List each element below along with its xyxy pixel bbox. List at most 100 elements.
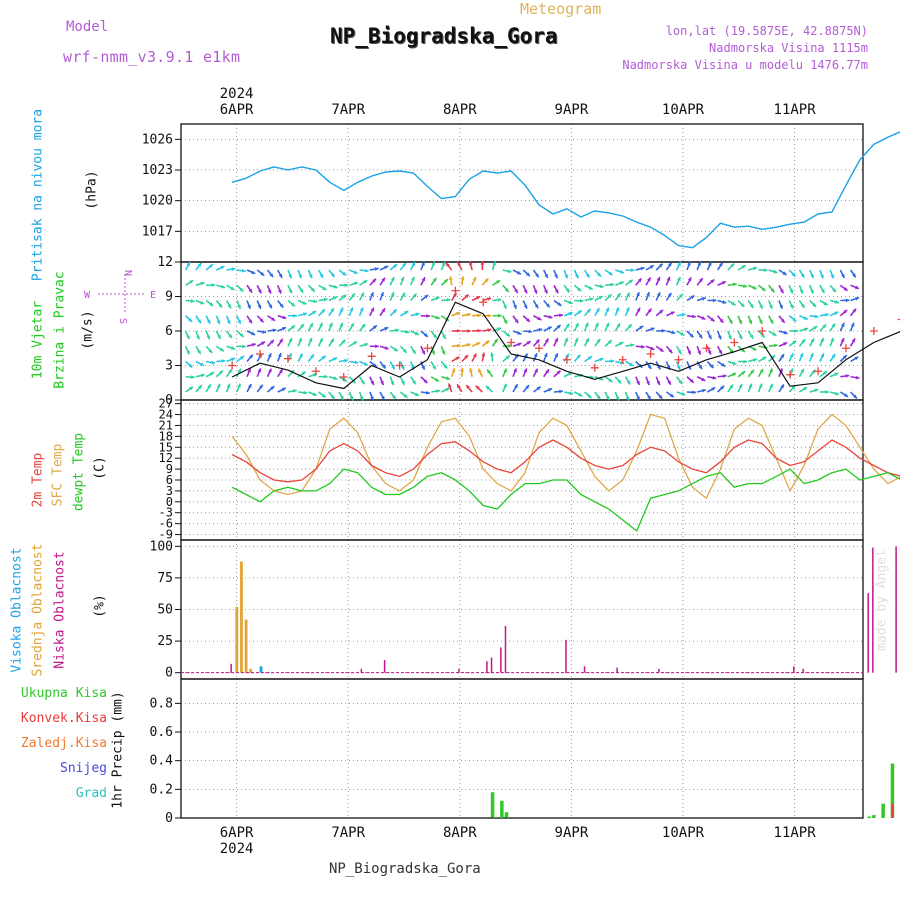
wind-arrow-head	[758, 383, 763, 388]
precip-bar-total	[881, 803, 885, 818]
wind-arrow-head	[656, 277, 661, 281]
wind-arrow-head	[472, 277, 477, 282]
dewpoint-line	[231, 468, 900, 532]
wind-gust-marker	[841, 344, 850, 353]
wind-arrow-head	[640, 266, 645, 271]
wind-arrow-head	[844, 393, 849, 397]
wind-arrow-head	[457, 384, 461, 389]
wind-arrow-head	[370, 292, 374, 297]
wind-arrow-head	[741, 265, 746, 269]
wind-arrow-head	[750, 369, 755, 374]
wind-arrow-head	[220, 265, 225, 270]
wind-arrow-head	[666, 276, 671, 281]
wind-arrow-head	[741, 348, 745, 353]
cloud-bar-low	[658, 668, 660, 673]
wind-arrow-head	[303, 390, 308, 395]
wind-arrow-head	[310, 354, 314, 359]
cloud-bar-low	[458, 668, 460, 673]
wind-arrow-head	[400, 365, 405, 370]
wind-arrow-head	[689, 333, 694, 338]
wind-arrow-head	[392, 309, 397, 314]
wind-arrow-head	[596, 395, 601, 400]
wind-arrow-head	[456, 343, 461, 348]
wind-arrow-head	[708, 261, 712, 266]
wind-arrow-head	[384, 327, 389, 331]
cloud-bar-mid	[240, 561, 243, 673]
wind-arrow-head	[711, 387, 716, 391]
wind-arrow-head	[188, 363, 193, 368]
wind-arrow-head	[514, 319, 519, 324]
wind-arrow-head	[803, 316, 808, 320]
wind-arrow-head	[792, 317, 797, 322]
wind-arrow-head	[514, 384, 518, 389]
wind-gust-marker	[283, 354, 292, 363]
wind-arrow-head	[324, 374, 328, 379]
wind-arrow-head	[759, 304, 763, 309]
wind-arrow-head	[448, 383, 452, 388]
x-label-bottom: 11APR	[774, 825, 817, 841]
wind-arrow-head	[607, 340, 612, 345]
y-tick-label: 0	[165, 666, 173, 681]
wind-arrow-head	[226, 383, 231, 388]
wind-arrow-head	[810, 338, 815, 343]
wind-arrow-head	[257, 304, 262, 309]
wind-arrow-head	[834, 300, 839, 304]
wind-arrow-head	[227, 304, 232, 309]
panel-frame-temperature	[180, 399, 864, 541]
wind-arrow-head	[574, 274, 579, 279]
wind-arrow-head	[671, 330, 676, 335]
wind-arrow-head	[761, 287, 766, 291]
wind-arrow-head	[503, 319, 507, 324]
wind-arrow-head	[421, 350, 426, 355]
wind-arrow-head	[293, 313, 297, 318]
y-tick-label: 1017	[142, 224, 173, 239]
wind-arrow-head	[472, 353, 477, 358]
wind-arrow-head	[719, 262, 723, 267]
wind-arrow-head	[278, 273, 283, 278]
station-title: NP_Biogradska_Gora	[330, 24, 558, 48]
wind-arrow-head	[363, 362, 368, 366]
wind-arrow-head	[800, 368, 804, 373]
wind-arrow-head	[702, 388, 706, 393]
wind-arrow-head	[319, 322, 323, 327]
wind-arrow-head	[353, 270, 358, 274]
wind-arrow-head	[190, 299, 195, 303]
wind-arrow-head	[565, 323, 570, 328]
wind-arrow-head	[517, 342, 522, 347]
wind-gust-marker	[869, 327, 878, 335]
wind-arrow-head	[834, 372, 839, 377]
y-tick-label: 27	[159, 397, 173, 411]
wind-arrow-head	[557, 302, 562, 306]
wind-arrow-head	[687, 261, 691, 266]
wind-arrow-head	[259, 384, 263, 389]
wind-arrow-head	[832, 288, 836, 293]
wind-arrow-head	[188, 318, 193, 322]
wind-arrow-head	[636, 380, 640, 385]
wind-gust-marker	[730, 338, 739, 347]
wind-arrow-head	[585, 273, 590, 278]
wind-arrow-head	[851, 338, 856, 343]
wind-gust-marker	[311, 367, 320, 376]
wind-arrow-head	[720, 385, 725, 390]
wind-arrow-head	[239, 287, 244, 292]
wind-arrow-head	[676, 365, 681, 370]
wind-arrow-head	[630, 343, 635, 348]
wind-arrow-head	[738, 383, 743, 388]
wind-arrow-head	[299, 353, 303, 358]
wind-arrow-head	[384, 346, 389, 350]
wind-arrow-head	[487, 297, 492, 301]
wind-arrow-head	[375, 344, 379, 349]
elevation-label: Nadmorska Visina 1115m	[709, 41, 868, 55]
wind-arrow-head	[762, 356, 767, 361]
precip-bar-convective	[891, 803, 894, 818]
wind-arrow-head	[719, 318, 724, 323]
wind-arrow-head	[854, 356, 859, 361]
wind-arrow-head	[712, 298, 717, 303]
wind-arrow-head	[279, 303, 284, 308]
wind-arrow-head	[242, 344, 246, 349]
wind-arrow-head	[605, 322, 610, 327]
y-tick-label: 0.8	[150, 696, 173, 711]
wind-arrow-head	[752, 346, 757, 351]
wind-arrow-head	[293, 389, 297, 393]
wind-arrow-head	[494, 338, 498, 343]
